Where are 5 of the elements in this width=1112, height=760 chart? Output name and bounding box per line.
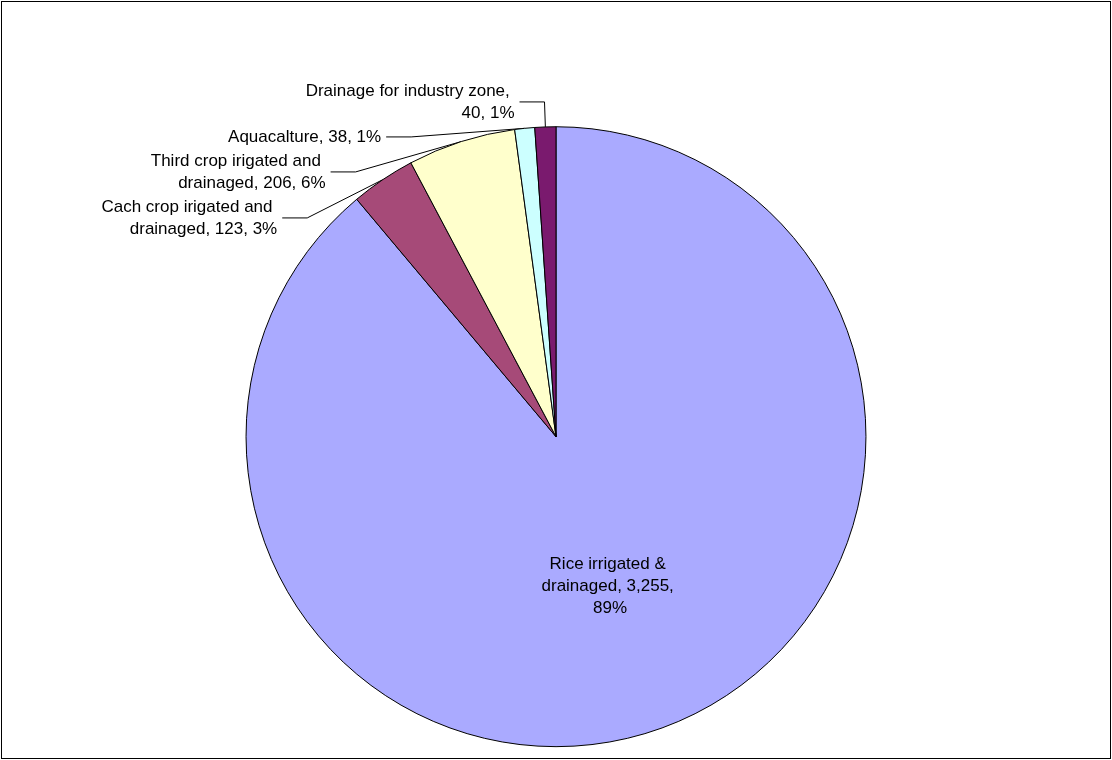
slice-label: Rice irrigated & drainaged, 3,255, 89% [541, 553, 679, 617]
slice-label: Aquacalture, 38, 1% [228, 127, 382, 147]
slice-label: Cach crop irigated and drainaged, 123, 3% [101, 197, 278, 239]
slice-label: Drainage for industry zone, 40, 1% [305, 81, 515, 123]
slice-label: Third crop irigated and drainaged, 206, 6% [150, 151, 326, 193]
